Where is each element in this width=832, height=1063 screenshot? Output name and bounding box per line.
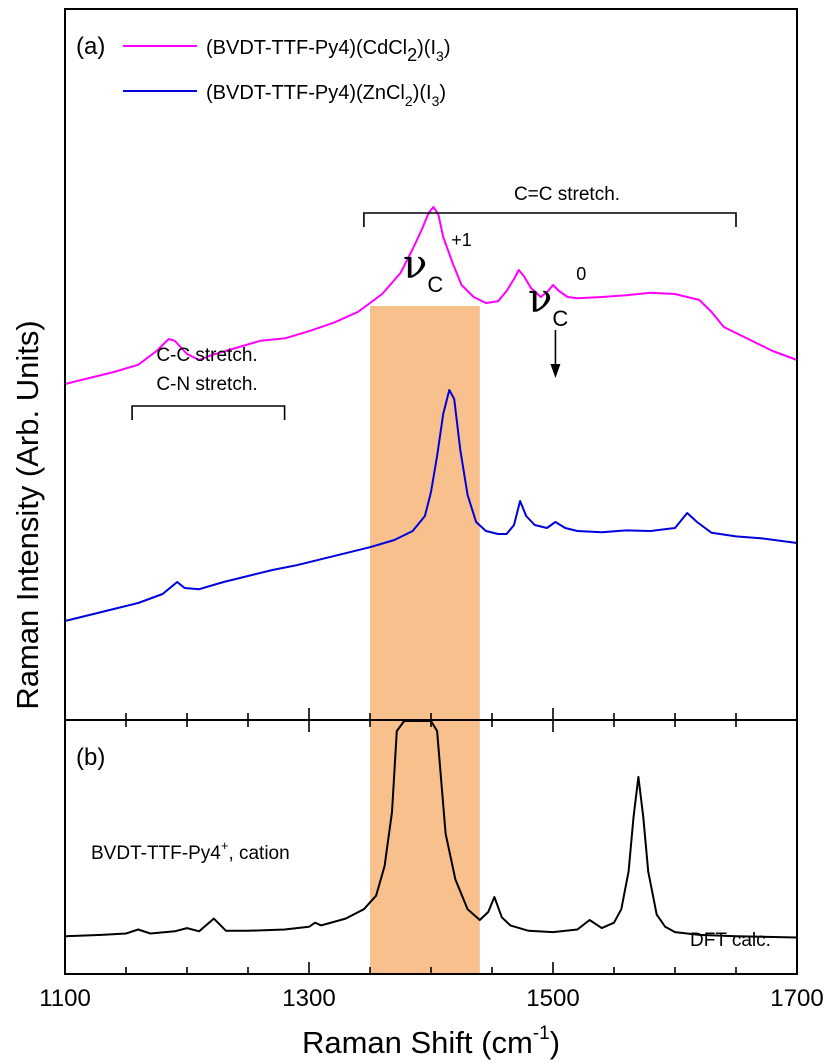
nu-c-0-arrowhead [550,364,561,378]
cation-label: BVDT-TTF-Py4+, cation [91,838,290,864]
panel-a-label: (a) [76,33,105,60]
legend: (BVDT-TTF-Py4)(CdCl2)(I3) (BVDT-TTF-Py4)… [123,37,450,109]
highlight-band [370,306,480,974]
x-tick-label: 1100 [39,985,91,1012]
cc-stretch-label: C-C stretch. [156,345,257,366]
nu-c-0-label: νC0 [528,264,586,378]
legend-label-cd: (BVDT-TTF-Py4)(CdCl2)(I3) [206,37,450,65]
series-line-dft-cation [64,720,798,939]
x-tick-label: 1500 [526,985,579,1012]
svg-text:νC0: νC0 [528,264,586,331]
x-tick-label: 1300 [282,985,335,1012]
dft-calc-label: DFT calc. [690,930,771,951]
y-axis-title: Raman Intensity (Arb. Units) [10,320,45,709]
x-ticks: 1100 1300 1500 1700 [39,708,824,1012]
cc-double-label: C=C stretch. [514,184,620,205]
panel-a-series [64,206,798,622]
panel-b-series [64,720,798,939]
svg-text:νC+1: νC+1 [403,230,472,297]
series-line-cdcl2 [64,206,798,385]
x-axis-title: Raman Shift (cm-1) [302,1023,560,1060]
cc-cn-bracket: C-C stretch. C-N stretch. [131,345,286,420]
nu-c-plus1-label: νC+1 [403,230,472,297]
legend-label-zn: (BVDT-TTF-Py4)(ZnCl2)(I3) [206,82,446,109]
series-line-zncl2 [64,389,798,622]
x-tick-label: 1700 [770,985,823,1012]
cc-double-bracket: C=C stretch. [363,184,737,227]
cc-double-bracket-line [363,212,737,227]
cc-cn-bracket-line [131,405,286,420]
cn-stretch-label: C-N stretch. [156,374,257,395]
panel-b-label: (b) [76,744,105,771]
